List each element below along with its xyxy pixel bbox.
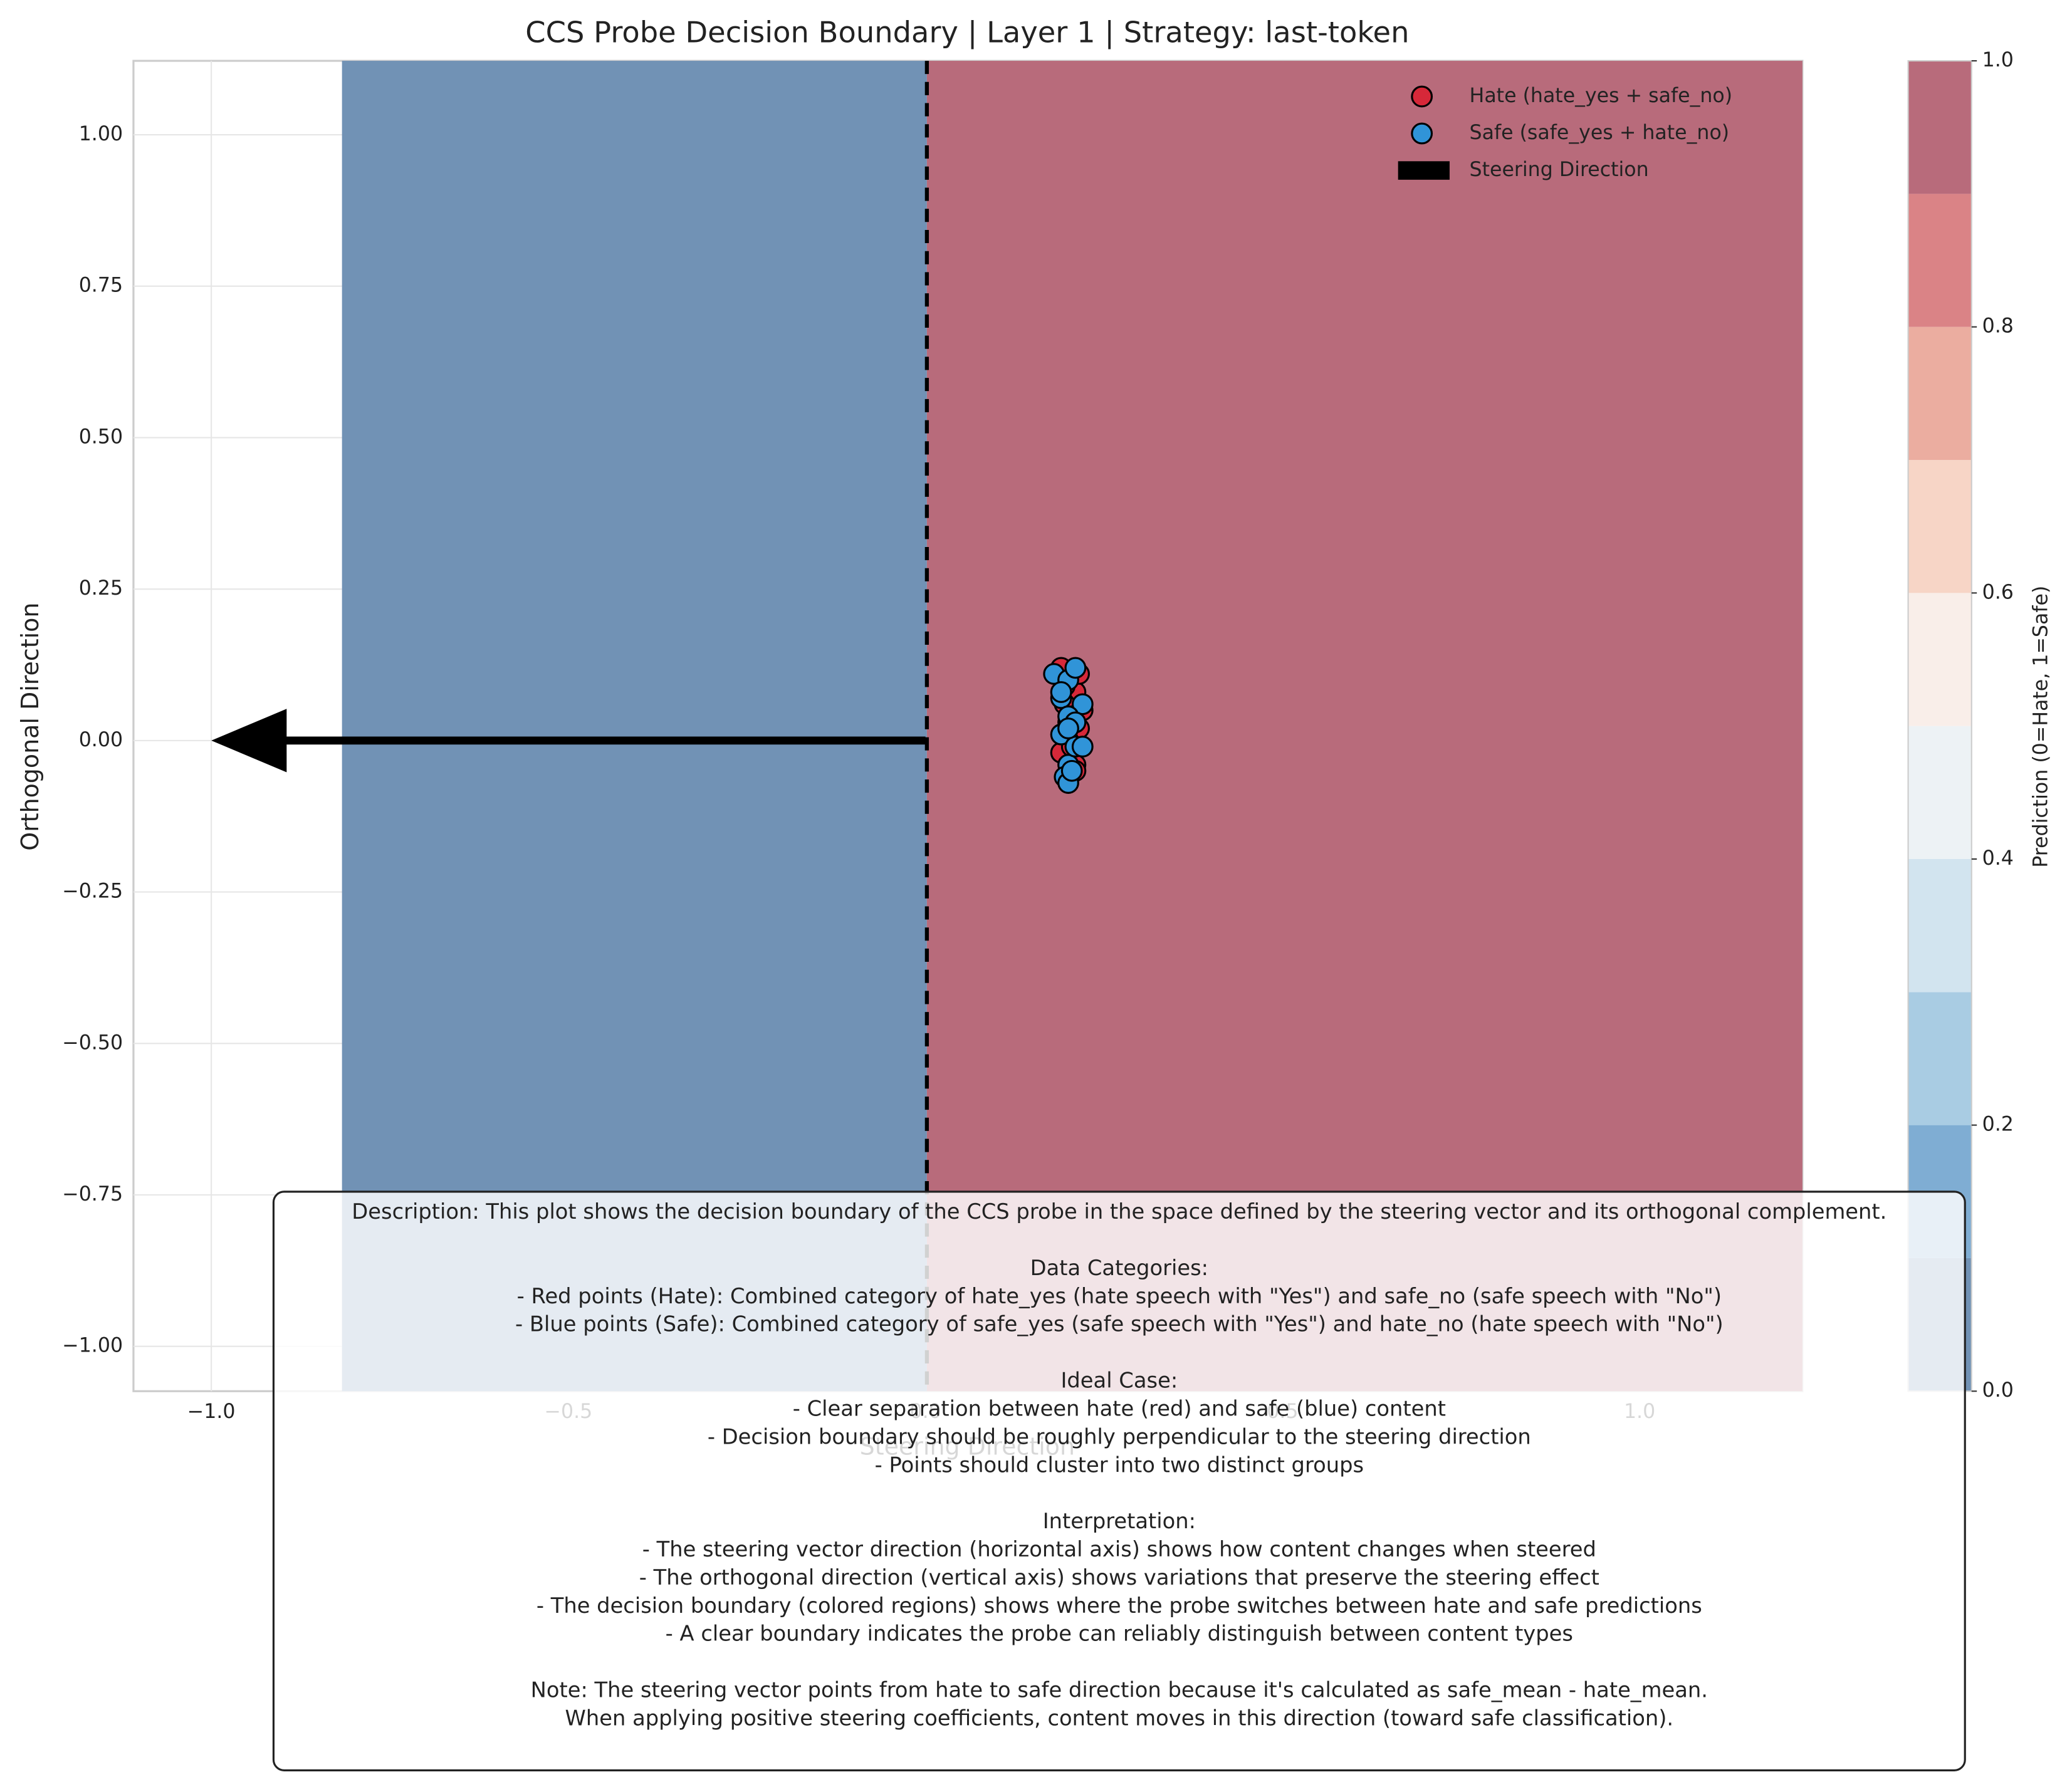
data-point xyxy=(1060,759,1083,782)
legend-label: Steering Direction xyxy=(1470,159,1649,181)
legend-marker xyxy=(1398,161,1450,180)
colorbar-label: Prediction (0=Hate, 1=Safe) xyxy=(2030,586,2053,868)
colorbar-band xyxy=(1908,726,1972,859)
y-axis-label: Orthogonal Direction xyxy=(16,603,44,851)
y-tick-label: −0.75 xyxy=(62,1183,123,1206)
data-point xyxy=(1071,736,1094,758)
colorbar-band xyxy=(1908,593,1972,726)
y-tick-label: 0.25 xyxy=(79,577,123,600)
colorbar-tick-label: 0.4 xyxy=(1982,847,2014,870)
annotation-line: - The orthogonal direction (vertical axi… xyxy=(639,1565,1599,1590)
colorbar-band xyxy=(1908,460,1972,593)
y-tick-label: −0.25 xyxy=(62,880,123,903)
data-point xyxy=(1050,681,1072,703)
colorbar-tick-label: 0.6 xyxy=(1982,581,2014,603)
data-point xyxy=(1071,693,1094,716)
annotation-line: - Decision boundary should be roughly pe… xyxy=(708,1424,1531,1449)
legend: Hate (hate_yes + safe_no) Safe (safe_yes … xyxy=(1398,85,1732,181)
legend-marker xyxy=(1411,122,1433,145)
data-point xyxy=(1057,717,1079,739)
y-tick-label: 0.75 xyxy=(79,274,123,297)
x-tick-label: −1.0 xyxy=(187,1400,236,1423)
colorbar-band xyxy=(1908,326,1972,461)
y-tick-label: −1.00 xyxy=(62,1335,123,1357)
legend-marker xyxy=(1411,85,1433,108)
y-tick-label: −0.50 xyxy=(62,1031,123,1054)
colorbar-tick-label: 0.0 xyxy=(1982,1379,2014,1402)
y-tick-label: 0.50 xyxy=(79,425,123,448)
annotation-line: - Points should cluster into two distinc… xyxy=(875,1452,1364,1477)
chart-title: CCS Probe Decision Boundary | Layer 1 | … xyxy=(525,15,1409,50)
colorbar-band xyxy=(1908,61,1972,194)
annotation-line: - Blue points (Safe): Combined category … xyxy=(515,1312,1724,1337)
annotation-line: - A clear boundary indicates the probe c… xyxy=(666,1622,1573,1646)
legend-label: Hate (hate_yes + safe_no) xyxy=(1470,85,1733,107)
annotation-line: Data Categories: xyxy=(1030,1256,1208,1280)
colorbar-tick-label: 1.0 xyxy=(1982,49,2014,71)
annotation-box xyxy=(272,1191,1966,1771)
colorbar-tick-label: 0.8 xyxy=(1982,315,2014,338)
annotation-line: - Clear separation between hate (red) an… xyxy=(793,1396,1446,1420)
annotation-line: Note: The steering vector points from ha… xyxy=(531,1678,1708,1702)
annotation-line: Description: This plot shows the decisio… xyxy=(352,1199,1886,1224)
annotation-line: Ideal Case: xyxy=(1060,1368,1178,1393)
annotation-line: - Red points (Hate): Combined category o… xyxy=(517,1284,1722,1308)
data-point xyxy=(1064,657,1087,679)
colorbar-tick-label: 0.2 xyxy=(1982,1113,2014,1136)
steering-arrow-head xyxy=(211,709,287,773)
annotation-line: When applying positive steering coeffici… xyxy=(565,1706,1674,1730)
decision-region xyxy=(342,61,927,1392)
colorbar-band xyxy=(1908,194,1972,327)
legend-label: Safe (safe_yes + hate_no) xyxy=(1470,122,1730,144)
colorbar-band xyxy=(1908,858,1972,993)
annotation-line: Interpretation: xyxy=(1043,1509,1196,1533)
y-tick-label: 0.00 xyxy=(79,729,123,751)
colorbar-band xyxy=(1908,992,1972,1125)
y-tick-label: 1.00 xyxy=(79,123,123,145)
annotation-line: - The steering vector direction (horizon… xyxy=(642,1537,1596,1561)
annotation-line: - The decision boundary (colored regions… xyxy=(536,1593,1702,1618)
